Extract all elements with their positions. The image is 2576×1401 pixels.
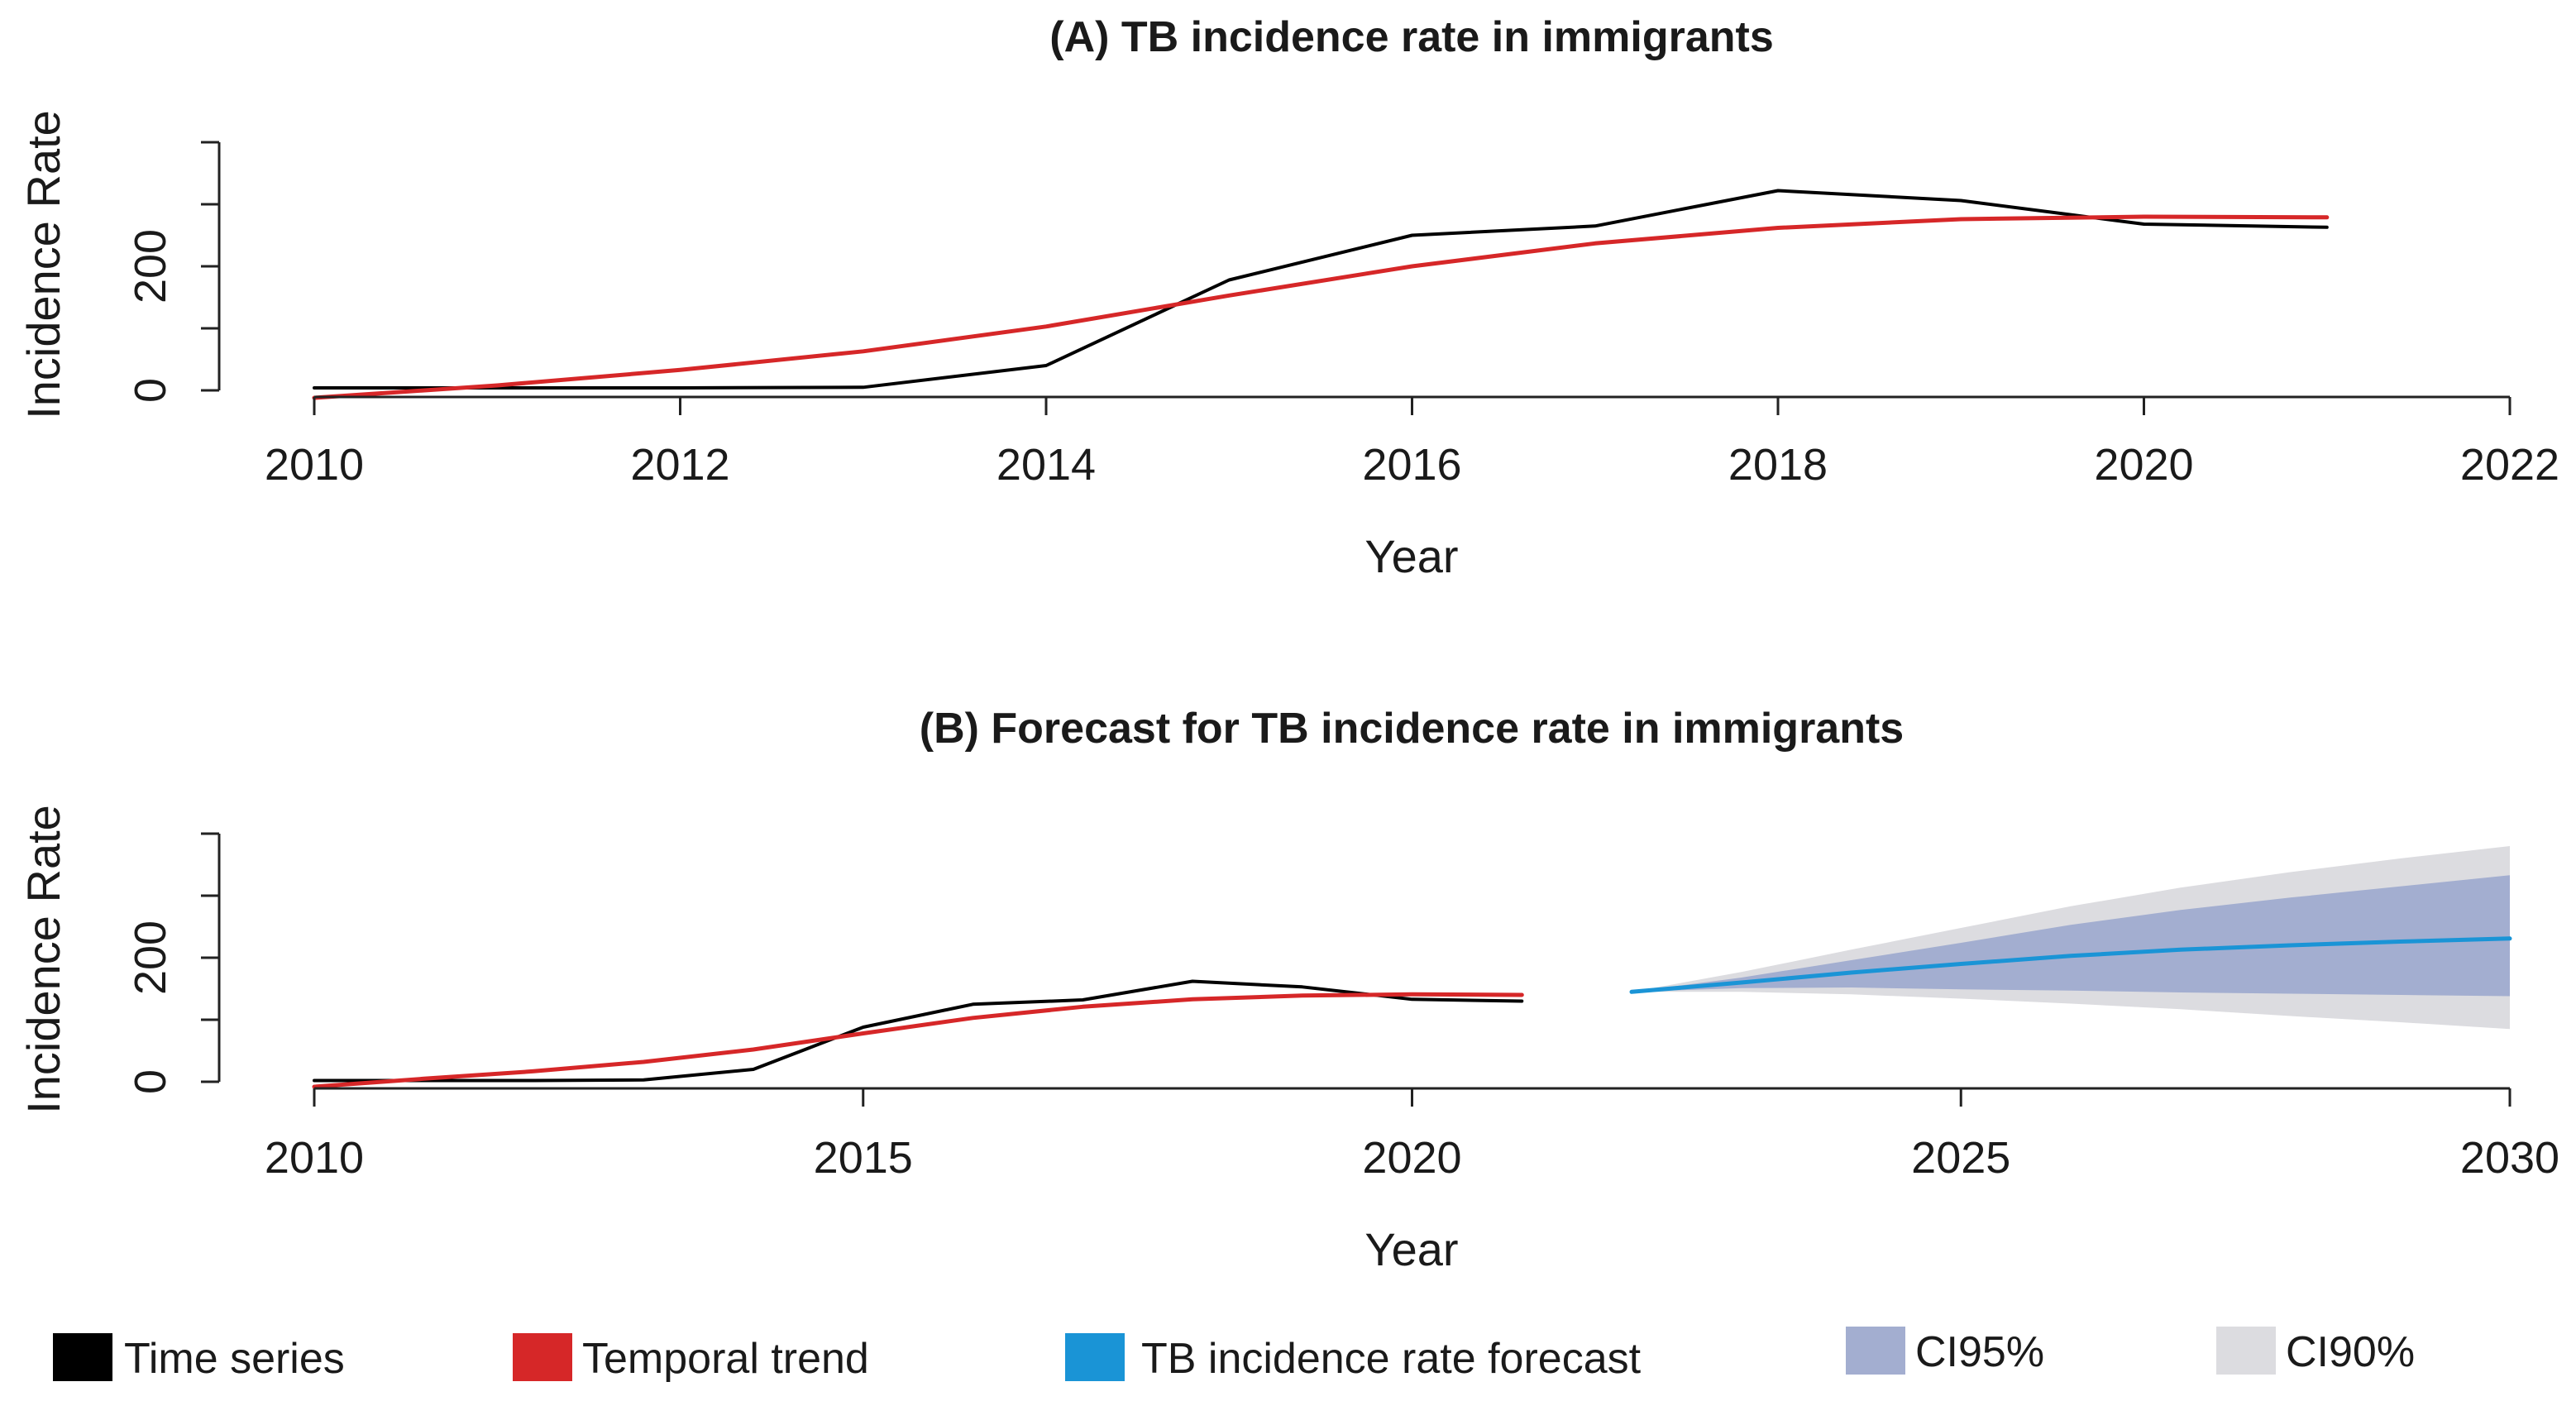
legend-label-temporal-trend: Temporal trend — [582, 1335, 869, 1383]
legend-label-forecast: TB incidence rate forecast — [1141, 1335, 1642, 1383]
panel-a-x-axis: 2010 2012 2014 2016 2018 2020 2022 — [265, 395, 2559, 490]
panel-b-x-tick-label: 2010 — [265, 1133, 364, 1183]
panel-b-x-tick-label: 2025 — [1911, 1133, 2010, 1183]
panel-b-bands — [1632, 846, 2510, 1030]
panel-a-series — [312, 189, 2330, 400]
legend-swatch-temporal-trend — [513, 1333, 572, 1381]
panel-a-y-tick-label: 0 — [126, 378, 175, 403]
panel-b-y-tick-label: 200 — [126, 920, 175, 995]
panel-b-x-tick-label: 2015 — [814, 1133, 913, 1183]
legend-swatch-ci90 — [2216, 1327, 2276, 1375]
panel-a-x-tick-label: 2012 — [630, 440, 729, 490]
panel-b-x-tick-label: 2020 — [1362, 1133, 1461, 1183]
legend-item-ci95: CI95% — [1846, 1327, 2044, 1376]
legend-swatch-time-series — [53, 1333, 112, 1381]
panel-a-series-time-series — [313, 189, 2329, 390]
legend-item-time-series: Time series — [53, 1333, 345, 1383]
panel-b-band-ci95 — [1632, 875, 2510, 997]
panel-a-x-tick-label: 2022 — [2460, 440, 2559, 490]
legend-swatch-forecast — [1065, 1333, 1125, 1381]
panel-a-x-axis-label: Year — [1364, 530, 1458, 582]
panel-b-x-tick-label: 2030 — [2460, 1133, 2559, 1183]
panel-b-y-axis: 0 200 — [126, 832, 221, 1094]
legend-label-ci90: CI90% — [2286, 1328, 2415, 1376]
panel-a-x-tick-label: 2020 — [2094, 440, 2193, 490]
panel-b-title: (B) Forecast for TB incidence rate in im… — [920, 705, 1904, 753]
panel-a-title: (A) TB incidence rate in immigrants — [1049, 13, 1774, 61]
panel-b-series-temporal-trend — [312, 992, 1524, 1089]
panel-b: (B) Forecast for TB incidence rate in im… — [17, 705, 2559, 1275]
panel-a-y-axis-label: Incidence Rate — [17, 110, 69, 419]
panel-a-y-tick-label: 200 — [126, 229, 175, 304]
panel-b-y-axis-label: Incidence Rate — [17, 805, 69, 1114]
legend: Time series Temporal trend TB incidence … — [53, 1327, 2415, 1383]
panel-b-x-axis: 2010 2015 2020 2025 2030 — [265, 1087, 2559, 1183]
panel-a-series-temporal-trend — [312, 214, 2330, 400]
panel-a-x-tick-label: 2010 — [265, 440, 364, 490]
panel-a-x-tick-label: 2016 — [1362, 440, 1461, 490]
panel-a-y-axis: 0 200 — [126, 141, 221, 403]
legend-label-ci95: CI95% — [1915, 1328, 2044, 1376]
legend-item-forecast: TB incidence rate forecast — [1065, 1333, 1642, 1383]
panel-a-x-tick-label: 2014 — [996, 440, 1096, 490]
legend-item-ci90: CI90% — [2216, 1327, 2415, 1376]
legend-item-temporal-trend: Temporal trend — [513, 1333, 869, 1383]
panel-b-series-tb-incidence-rate-forecast — [1629, 936, 2512, 994]
panel-b-series — [312, 936, 2512, 1089]
panel-b-x-axis-label: Year — [1364, 1223, 1458, 1275]
panel-b-y-tick-label: 0 — [126, 1069, 175, 1094]
legend-swatch-ci95 — [1846, 1327, 1905, 1375]
panel-b-series-time-series — [313, 979, 1524, 1083]
panel-a: (A) TB incidence rate in immigrants 2010… — [17, 13, 2559, 582]
legend-label-time-series: Time series — [124, 1335, 345, 1383]
panel-a-x-tick-label: 2018 — [1728, 440, 1828, 490]
